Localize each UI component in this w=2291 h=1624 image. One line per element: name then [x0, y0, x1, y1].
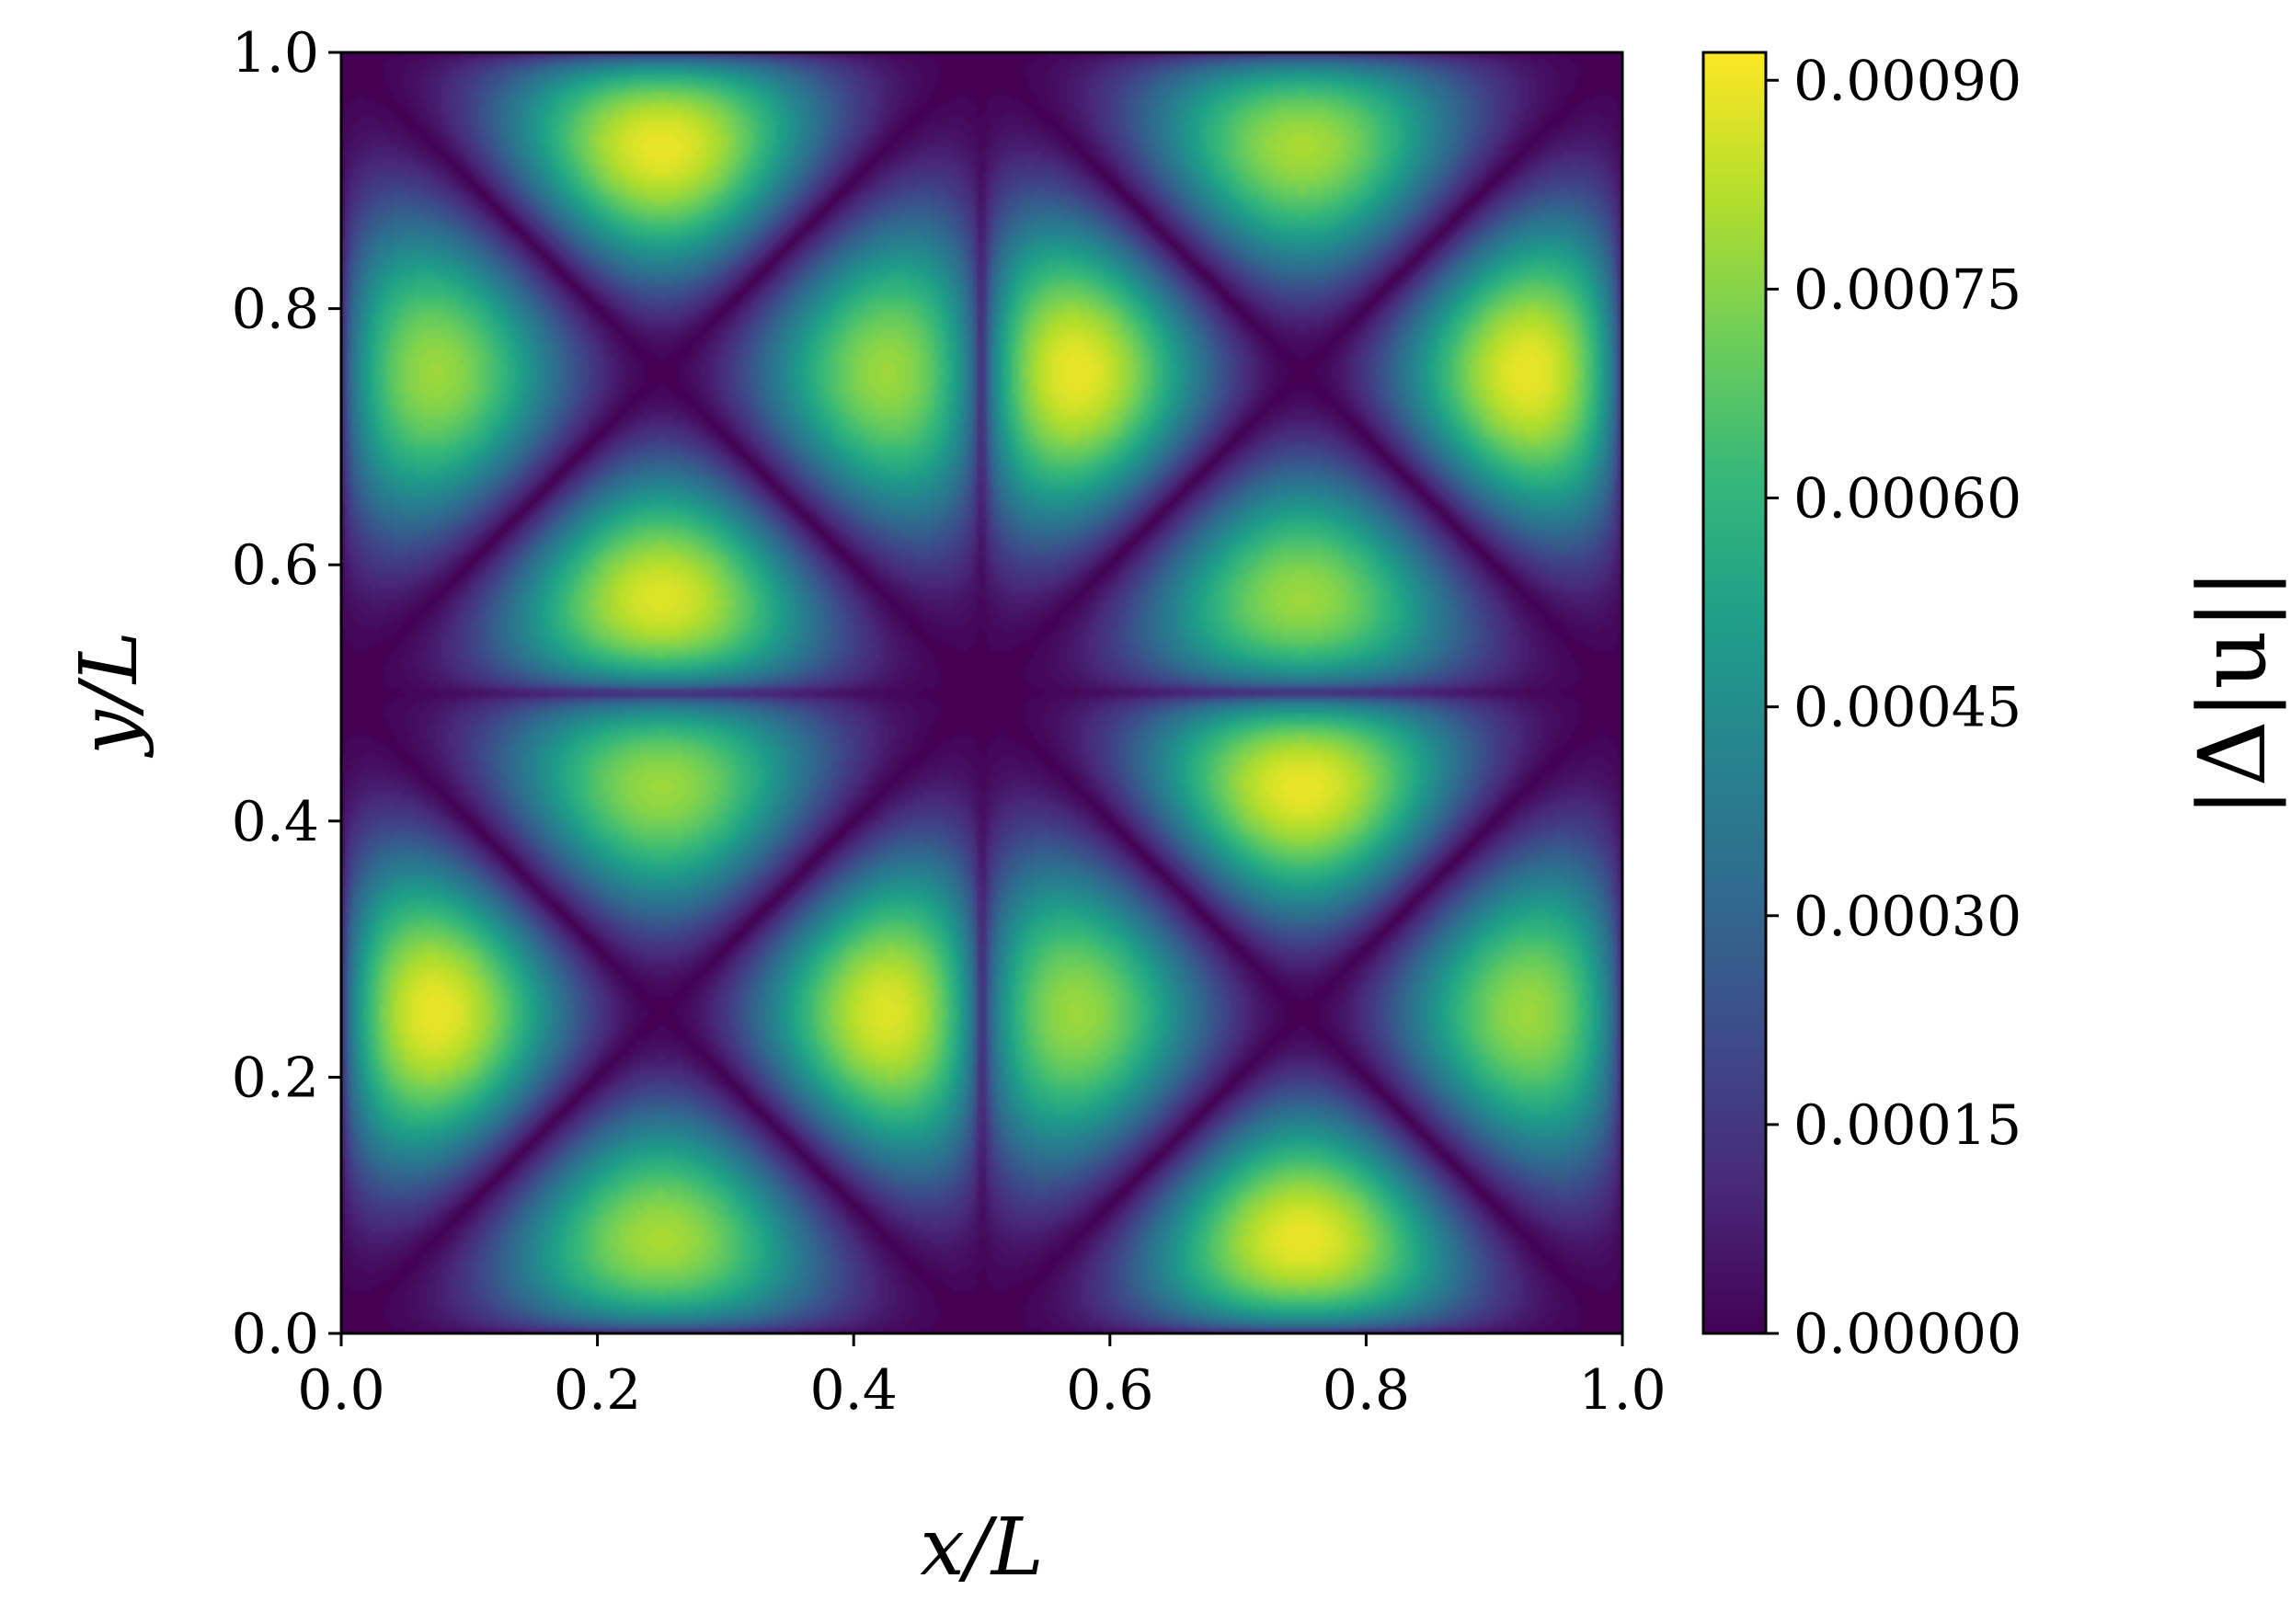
x-axis: 0.0 0.2 0.4 0.6 0.8 1.0 [297, 1333, 1667, 1423]
colorbar-tick-label: 0.00075 [1793, 257, 2022, 322]
x-tick-label: 1.0 [1578, 1358, 1666, 1423]
y-axis-label: y/L [63, 631, 155, 759]
colorbar-tick-label: 0.00015 [1793, 1093, 2022, 1158]
colorbar-tick-label: 0.00090 [1793, 49, 2022, 113]
x-tick-label: 0.8 [1323, 1358, 1410, 1423]
y-axis: 0.0 0.2 0.4 0.6 0.8 1.0 [232, 21, 341, 1367]
colorbar: 0.00000 0.00015 0.00030 0.00045 0.00060 0.000… [1701, 49, 2286, 1367]
y-tick-label: 1.0 [232, 21, 319, 86]
colorbar-tick-label: 0.00000 [1793, 1302, 2022, 1367]
y-tick-label: 0.8 [232, 278, 319, 342]
heatmap-field [341, 52, 1622, 1333]
x-axis-label: x/L [920, 1502, 1044, 1594]
y-tick-label: 0.0 [232, 1302, 319, 1367]
y-tick-label: 0.4 [232, 790, 319, 854]
x-tick-label: 0.0 [297, 1358, 384, 1423]
y-tick-label: 0.6 [232, 533, 319, 598]
colorbar-ticks: 0.00000 0.00015 0.00030 0.00045 0.00060 0.000… [1766, 49, 2022, 1367]
x-tick-label: 0.4 [809, 1358, 897, 1423]
colorbar-frame [1701, 51, 1768, 1335]
colorbar-tick-label: 0.00045 [1793, 676, 2022, 740]
colorbar-tick-label: 0.00030 [1793, 885, 2022, 949]
colorbar-gradient [1703, 52, 1766, 1333]
colorbar-label: |Δ|u|| [2179, 568, 2286, 818]
x-tick-label: 0.2 [554, 1358, 641, 1423]
colorbar-tick-label: 0.00060 [1793, 467, 2022, 532]
plot-area [339, 51, 1624, 1335]
x-tick-label: 0.6 [1066, 1358, 1153, 1423]
plot-frame [339, 51, 1624, 1335]
y-tick-label: 0.2 [232, 1046, 319, 1110]
